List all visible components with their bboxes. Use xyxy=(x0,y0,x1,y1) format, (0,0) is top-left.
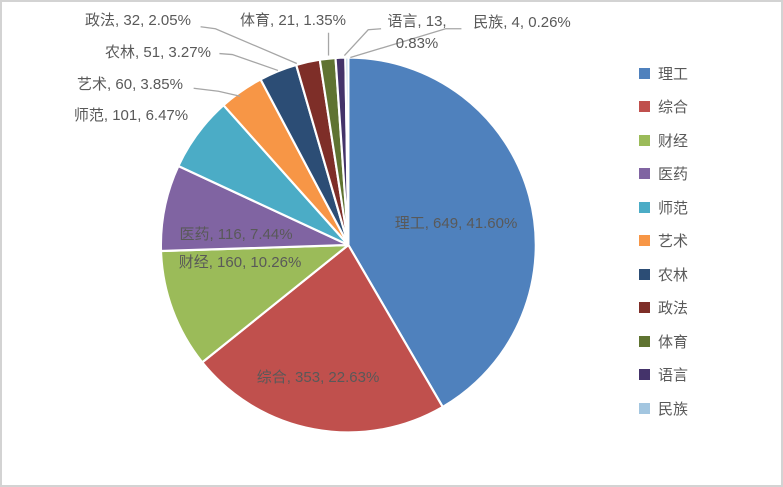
legend-label: 综合 xyxy=(658,99,689,116)
legend-label: 财经 xyxy=(658,132,689,150)
legend-item[interactable]: 综合 xyxy=(639,95,688,119)
data-label-line: 医药, 116, 7.44% xyxy=(179,225,293,243)
legend-item[interactable]: 语言 xyxy=(639,363,688,387)
data-label-line: 政法, 32, 2.05% xyxy=(85,11,191,29)
label-leader-line xyxy=(200,26,298,65)
legend-swatch-icon xyxy=(639,369,650,380)
legend-label: 体育 xyxy=(658,333,689,351)
label-leader-line xyxy=(193,87,241,97)
legend-swatch-icon xyxy=(639,101,650,112)
legend-item[interactable]: 医药 xyxy=(639,162,688,186)
legend-item[interactable]: 艺术 xyxy=(639,229,688,253)
legend-item[interactable]: 农林 xyxy=(639,262,688,286)
legend-label: 农林 xyxy=(658,266,689,284)
legend-label: 理工 xyxy=(658,65,689,83)
legend-swatch-icon xyxy=(639,67,650,79)
data-label-line: 语言, 13, xyxy=(387,12,447,30)
data-label-line: 艺术, 60, 3.85% xyxy=(77,75,183,93)
pie-slice-11[interactable] xyxy=(344,56,350,247)
data-label-line: 体育, 21, 1.35% xyxy=(240,11,346,29)
legend-label: 政法 xyxy=(658,300,689,317)
data-label[interactable]: 财经, 160, 10.26% xyxy=(179,252,302,274)
data-label[interactable]: 艺术, 60, 3.85% xyxy=(77,74,183,96)
pie-slice-1[interactable] xyxy=(347,56,537,409)
legend-swatch-icon xyxy=(639,302,650,313)
data-label-line: 理工, 649, 41.60% xyxy=(394,214,518,232)
legend-item[interactable]: 政法 xyxy=(639,296,688,320)
legend-item[interactable]: 体育 xyxy=(639,329,688,353)
data-label[interactable]: 政法, 32, 2.05% xyxy=(85,10,191,32)
data-label[interactable]: 医药, 116, 7.44% xyxy=(179,224,292,246)
data-label-line: 民族, 4, 0.26% xyxy=(473,13,571,31)
label-leader-line xyxy=(219,52,279,72)
legend-swatch-icon xyxy=(639,268,650,280)
legend-label: 师范 xyxy=(658,199,689,217)
legend-label: 医药 xyxy=(658,166,689,183)
data-label[interactable]: 农林, 51, 3.27% xyxy=(105,42,211,64)
pie-slice-3[interactable] xyxy=(159,243,350,364)
data-label-line: 财经, 160, 10.26% xyxy=(178,253,302,271)
label-leader-line xyxy=(343,28,382,56)
data-label[interactable]: 师范, 101, 6.47% xyxy=(74,105,188,127)
data-label-line: 师范, 101, 6.47% xyxy=(73,106,189,124)
legend-item[interactable]: 师范 xyxy=(639,195,688,219)
legend-item[interactable]: 民族 xyxy=(639,396,688,420)
legend-label: 艺术 xyxy=(658,233,689,250)
data-label-line: 0.83% xyxy=(395,35,439,52)
legend-swatch-icon xyxy=(639,402,650,414)
label-leader-line xyxy=(350,28,462,59)
data-label[interactable]: 语言, 13, 0.83% xyxy=(387,11,446,55)
legend-swatch-icon xyxy=(639,201,650,213)
data-label[interactable]: 综合, 353, 22.63% xyxy=(257,367,380,389)
legend-label: 语言 xyxy=(658,367,689,384)
legend-swatch-icon xyxy=(639,335,650,347)
legend-swatch-icon xyxy=(639,168,650,179)
data-label[interactable]: 理工, 649, 41.60% xyxy=(395,213,518,235)
legend-label: 民族 xyxy=(658,400,689,418)
legend-item[interactable]: 理工 xyxy=(639,61,688,85)
legend-swatch-icon xyxy=(639,235,650,246)
data-label[interactable]: 民族, 4, 0.26% xyxy=(473,12,571,34)
legend-item[interactable]: 财经 xyxy=(639,128,688,152)
pie-slice-2[interactable] xyxy=(201,243,444,434)
legend-swatch-icon xyxy=(639,134,650,146)
data-label[interactable]: 体育, 21, 1.35% xyxy=(240,10,346,32)
data-label-line: 综合, 353, 22.63% xyxy=(256,368,380,386)
data-label-line: 农林, 51, 3.27% xyxy=(105,43,211,61)
